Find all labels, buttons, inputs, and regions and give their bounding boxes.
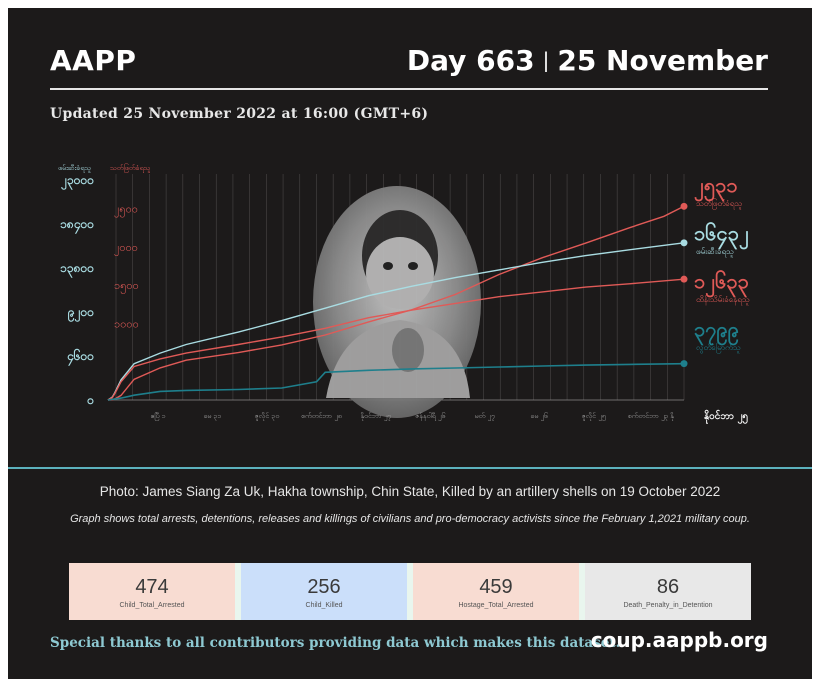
stat-value: 86 bbox=[656, 575, 680, 598]
heading-separator: | bbox=[542, 48, 550, 72]
left-tick-label: ၁၈၄၀၀ bbox=[60, 217, 94, 235]
series-end-point bbox=[680, 202, 688, 210]
day-date-heading: Day 663 | 25 November bbox=[407, 44, 768, 77]
graph-note: Graph shows total arrests, detentions, r… bbox=[70, 513, 750, 525]
series-line-4 bbox=[107, 362, 685, 401]
stat-value: 474 bbox=[135, 575, 169, 598]
stat-value: 459 bbox=[479, 575, 513, 598]
stat-label: Hostage_Total_Arrested bbox=[458, 601, 534, 609]
heading-date: 25 November bbox=[557, 44, 768, 77]
x-tick-label: ဧပြီ ၁ bbox=[150, 412, 165, 421]
x-end-label: နိုဝင်ဘာ ၂၅ bbox=[704, 409, 748, 425]
right-tick-label: ၂၅၀၀ bbox=[114, 203, 138, 218]
right-tick-label: ၁၅၀၀ bbox=[114, 279, 139, 294]
series-value-label: ၁၂၆၃၃ bbox=[694, 269, 749, 298]
stat-card-death-penalty: 86 Death_Penalty_in_Detention bbox=[585, 563, 751, 620]
stat-value: 256 bbox=[307, 575, 341, 598]
x-tick-label: မတ် ၂၇ bbox=[474, 412, 494, 421]
series-end-point bbox=[680, 275, 688, 283]
series-line-2 bbox=[107, 242, 685, 401]
left-axis-title: ဖမ်းဆီးခံရသူ bbox=[58, 164, 91, 173]
x-tick-label: စက်တင်ဘာ ၂၃ bbox=[628, 412, 669, 421]
left-tick-label: ၀ bbox=[86, 393, 94, 407]
left-tick-label: ၁၃၈၀၀ bbox=[60, 261, 94, 279]
child-photo bbox=[313, 186, 481, 418]
photo-caption: Photo: James Siang Za Uk, Hakha township… bbox=[99, 484, 721, 499]
stat-card-child-arrested: 474 Child_Total_Arrested bbox=[69, 563, 241, 620]
x-tick-label: နို bbox=[670, 412, 674, 421]
thanks-note: Special thanks to all contributors provi… bbox=[50, 635, 621, 651]
photo-hands bbox=[392, 328, 424, 372]
x-tick-label: မေ ၂၆ bbox=[530, 412, 547, 421]
header-divider bbox=[50, 88, 768, 90]
series-value-label: ၁၆၄၃၂ bbox=[694, 221, 749, 250]
photo-face bbox=[366, 237, 434, 309]
series-line-3 bbox=[107, 278, 685, 401]
x-tick-label: စက်တင်ဘာ ၂၈ bbox=[301, 412, 342, 421]
series-name-label: လွတ်မြောက်သူ bbox=[696, 342, 741, 354]
series-name-label: သတ်ဖြတ်ခံရသူ bbox=[696, 198, 742, 210]
series-end-point bbox=[680, 360, 688, 368]
stat-label: Child_Killed bbox=[305, 601, 343, 609]
right-tick-label: ၂၀၀၀ bbox=[114, 241, 138, 256]
stat-card-child-killed: 256 Child_Killed bbox=[241, 563, 413, 620]
stat-card-hostage-arrested: 459 Hostage_Total_Arrested bbox=[413, 563, 585, 620]
photo-eye bbox=[408, 262, 418, 270]
left-tick-label: ၂၃၀၀၀ bbox=[60, 173, 94, 191]
stat-label: Death_Penalty_in_Detention bbox=[623, 601, 713, 609]
section-divider bbox=[8, 467, 812, 469]
series-name-label: ထိန်းသိမ်းခံနေရသူ bbox=[696, 294, 750, 306]
stat-label: Child_Total_Arrested bbox=[119, 601, 185, 609]
right-axis-title: သတ်ဖြတ်ခံရသူ bbox=[110, 163, 151, 173]
cumulative-line-chart: ဖမ်းဆီးခံရသူ သတ်ဖြတ်ခံရသူ၀၄၆၀၀၉၂၀၀၁၃၈၀၀၁၈… bbox=[58, 163, 750, 425]
right-tick-label: ၁၀၀၀ bbox=[114, 317, 139, 330]
series-end-point bbox=[680, 239, 688, 247]
series-value-label: ၃၇၉၉ bbox=[694, 317, 739, 346]
x-tick-label: နိုဝင်ဘာ ၂၇ bbox=[360, 412, 391, 421]
series-line-1 bbox=[107, 205, 685, 401]
x-tick-label: ဇူလိုင် ၃၀ bbox=[255, 412, 280, 421]
left-tick-label: ၉၂၀၀ bbox=[67, 305, 94, 323]
day-count: Day 663 bbox=[406, 44, 535, 77]
brand-title: AAPP bbox=[50, 44, 137, 77]
series-name-label: ဖမ်းဆီးခံရသူ bbox=[696, 246, 734, 258]
infographic: AAPP Day 663 | 25 November Updated 25 Nove… bbox=[8, 8, 812, 679]
stat-cards: 474 Child_Total_Arrested 256 Child_Kille… bbox=[69, 563, 751, 620]
website-link[interactable]: coup.aappb.org bbox=[590, 628, 768, 652]
series-value-label: ၂၅၃၁ bbox=[694, 173, 738, 202]
x-tick-label: ဇန်နဝါရီ ၂၆ bbox=[415, 412, 445, 421]
updated-timestamp: Updated 25 November 2022 at 16:00 (GMT+6… bbox=[50, 106, 429, 122]
photo-eye bbox=[383, 262, 393, 270]
left-tick-label: ၄၆၀၀ bbox=[66, 347, 94, 367]
x-tick-label: ဇူလိုင် ၂၅ bbox=[581, 412, 605, 421]
x-tick-label: မေ ၃၁ bbox=[203, 412, 221, 421]
